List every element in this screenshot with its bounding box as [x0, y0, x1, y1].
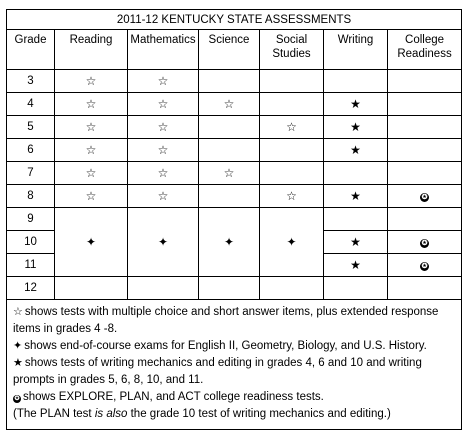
- header-grade: Grade: [6, 29, 55, 70]
- filled-star-icon: ★: [323, 230, 388, 254]
- outline-star-icon: ☆: [127, 184, 199, 208]
- filled-star-icon: ★: [323, 138, 388, 162]
- outline-star-icon: ☆: [127, 69, 199, 93]
- header-mathematics: Mathematics: [127, 29, 199, 70]
- grade-cell: 12: [6, 276, 55, 300]
- outline-star-icon: ☆: [54, 92, 128, 116]
- note-circle-star: ✪ shows EXPLORE, PLAN, and ACT college re…: [13, 391, 324, 403]
- table-row: 9 ✦ ✦ ✦ ✦: [6, 207, 463, 277]
- table-row: 5 ☆ ☆ ☆ ★: [6, 115, 463, 139]
- outline-star-icon: ☆: [127, 161, 199, 185]
- header-reading: Reading: [54, 29, 128, 70]
- outline-star-icon: ☆: [54, 138, 128, 162]
- four-point-star-icon: ✦: [13, 340, 23, 352]
- table-row: 7 ☆ ☆ ☆: [6, 161, 463, 185]
- assessments-table-container: 2011-12 KENTUCKY STATE ASSESSMENTS Grade…: [5, 9, 463, 430]
- grade-cell: 11: [6, 253, 55, 277]
- outline-star-icon: ☆: [54, 161, 128, 185]
- circle-star-icon: ✪: [420, 193, 430, 202]
- note-outline-star: ☆ shows tests with multiple choice and sh…: [13, 306, 439, 335]
- four-point-star-icon: ✦: [54, 207, 128, 277]
- header-row: Grade Reading Mathematics Science Social…: [6, 29, 463, 70]
- filled-star-icon: ★: [323, 184, 388, 208]
- assessments-table: 2011-12 KENTUCKY STATE ASSESSMENTS Grade…: [5, 9, 463, 430]
- header-college-readiness: College Readiness: [386, 29, 463, 70]
- outline-star-icon: ☆: [198, 161, 260, 185]
- table-title: 2011-12 KENTUCKY STATE ASSESSMENTS: [5, 9, 463, 30]
- grade-cell: 7: [6, 161, 55, 185]
- outline-star-icon: ☆: [54, 69, 128, 93]
- legend-notes: ☆ shows tests with multiple choice and sh…: [5, 299, 463, 430]
- four-point-star-icon: ✦: [127, 207, 199, 277]
- table-row: 10 ★ ✪: [6, 230, 463, 254]
- outline-star-icon: ☆: [127, 92, 199, 116]
- grade-cell: 5: [6, 115, 55, 139]
- filled-star-icon: ★: [323, 115, 388, 139]
- grade-cell: 4: [6, 92, 55, 116]
- grade-cell: 3: [6, 69, 55, 93]
- outline-star-icon: ☆: [259, 115, 324, 139]
- filled-star-icon: ★: [323, 92, 388, 116]
- note-filled-star: ★ shows tests of writing mechanics and ed…: [13, 357, 422, 386]
- circle-star-icon: ✪: [420, 262, 430, 271]
- outline-star-icon: ☆: [13, 306, 23, 318]
- filled-star-icon: ★: [323, 253, 388, 277]
- filled-star-icon: ★: [13, 357, 23, 369]
- table-row: 8 ☆ ☆ ☆ ★ ✪: [6, 184, 463, 208]
- table-row: 12: [6, 276, 463, 300]
- circle-star-icon: ✪: [420, 239, 430, 248]
- header-social-studies: Social Studies: [259, 29, 324, 70]
- four-point-star-icon: ✦: [198, 207, 260, 277]
- outline-star-icon: ☆: [54, 184, 128, 208]
- grade-cell: 10: [6, 230, 55, 254]
- note-plan-test: (The PLAN test is also the grade 10 test…: [13, 408, 391, 420]
- grade-cell: 6: [6, 138, 55, 162]
- outline-star-icon: ☆: [198, 92, 260, 116]
- header-writing: Writing: [323, 29, 388, 70]
- outline-star-icon: ☆: [127, 138, 199, 162]
- grade-cell: 8: [6, 184, 55, 208]
- grade-cell: 9: [6, 207, 55, 231]
- outline-star-icon: ☆: [259, 184, 324, 208]
- circle-star-icon: ✪: [13, 395, 21, 403]
- note-four-point-star: ✦ shows end-of-course exams for English I…: [13, 340, 427, 352]
- four-point-star-icon: ✦: [259, 207, 324, 277]
- header-science: Science: [198, 29, 260, 70]
- table-row: 11 ★ ✪: [6, 253, 463, 277]
- table-row: 3 ☆ ☆: [6, 69, 463, 93]
- table-row: 4 ☆ ☆ ☆ ★: [6, 92, 463, 116]
- table-row: 6 ☆ ☆ ★: [6, 138, 463, 162]
- outline-star-icon: ☆: [127, 115, 199, 139]
- outline-star-icon: ☆: [54, 115, 128, 139]
